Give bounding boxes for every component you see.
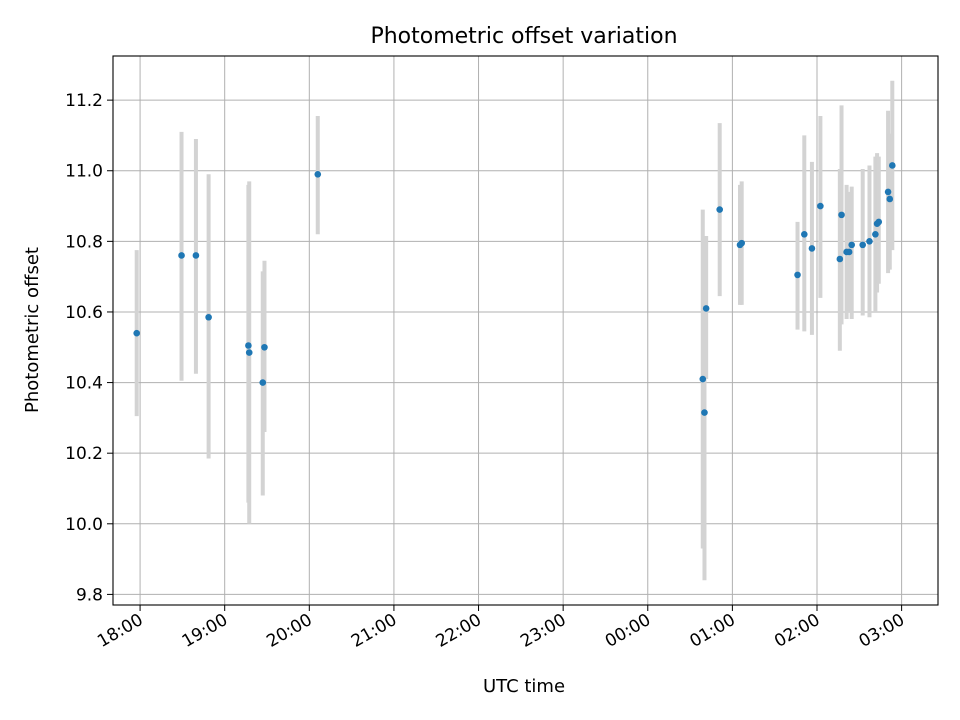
data-point — [838, 211, 845, 219]
data-point — [808, 245, 816, 252]
y-tick-label: 11.0 — [65, 162, 103, 182]
data-point — [884, 188, 892, 196]
data-point — [801, 230, 808, 238]
data-point — [817, 202, 824, 210]
data-point — [716, 206, 723, 213]
y-axis-ticks: 9.8 10.0 10.2 10.4 10.6 10.8 11.0 11.2 — [65, 91, 113, 605]
data-point — [192, 252, 200, 259]
plot-frame — [112, 55, 939, 606]
y-tick-label: 10.0 — [65, 515, 103, 535]
data-point — [702, 305, 710, 312]
data-point — [245, 349, 253, 356]
y-tick-label: 9.8 — [76, 585, 103, 605]
data-point — [859, 241, 866, 249]
data-point — [872, 230, 879, 238]
data-point — [875, 218, 883, 226]
data-point — [245, 342, 252, 349]
data-point — [205, 313, 212, 321]
data-point — [314, 170, 322, 178]
data-point — [794, 271, 801, 279]
data-point — [836, 255, 844, 263]
data-point — [886, 195, 894, 203]
data-point — [259, 379, 267, 386]
data-point — [866, 238, 873, 245]
data-point — [178, 252, 185, 259]
data-points — [133, 162, 896, 416]
y-tick-label: 11.2 — [65, 91, 103, 111]
data-point — [261, 343, 268, 351]
data-point — [701, 409, 708, 416]
y-tick-label: 10.6 — [65, 303, 103, 323]
data-point — [133, 329, 140, 337]
x-axis-label: UTC time — [483, 676, 565, 697]
data-point — [889, 162, 896, 169]
y-tick-label: 10.4 — [65, 374, 103, 394]
data-point — [845, 248, 853, 256]
data-point — [699, 375, 707, 383]
data-point — [848, 241, 855, 249]
data-point — [738, 239, 745, 247]
y-tick-label: 10.2 — [65, 444, 103, 464]
y-axis-label: Photometric offset — [22, 247, 43, 413]
y-tick-label: 10.8 — [65, 232, 103, 252]
chart-title: Photometric offset variation — [370, 24, 677, 49]
